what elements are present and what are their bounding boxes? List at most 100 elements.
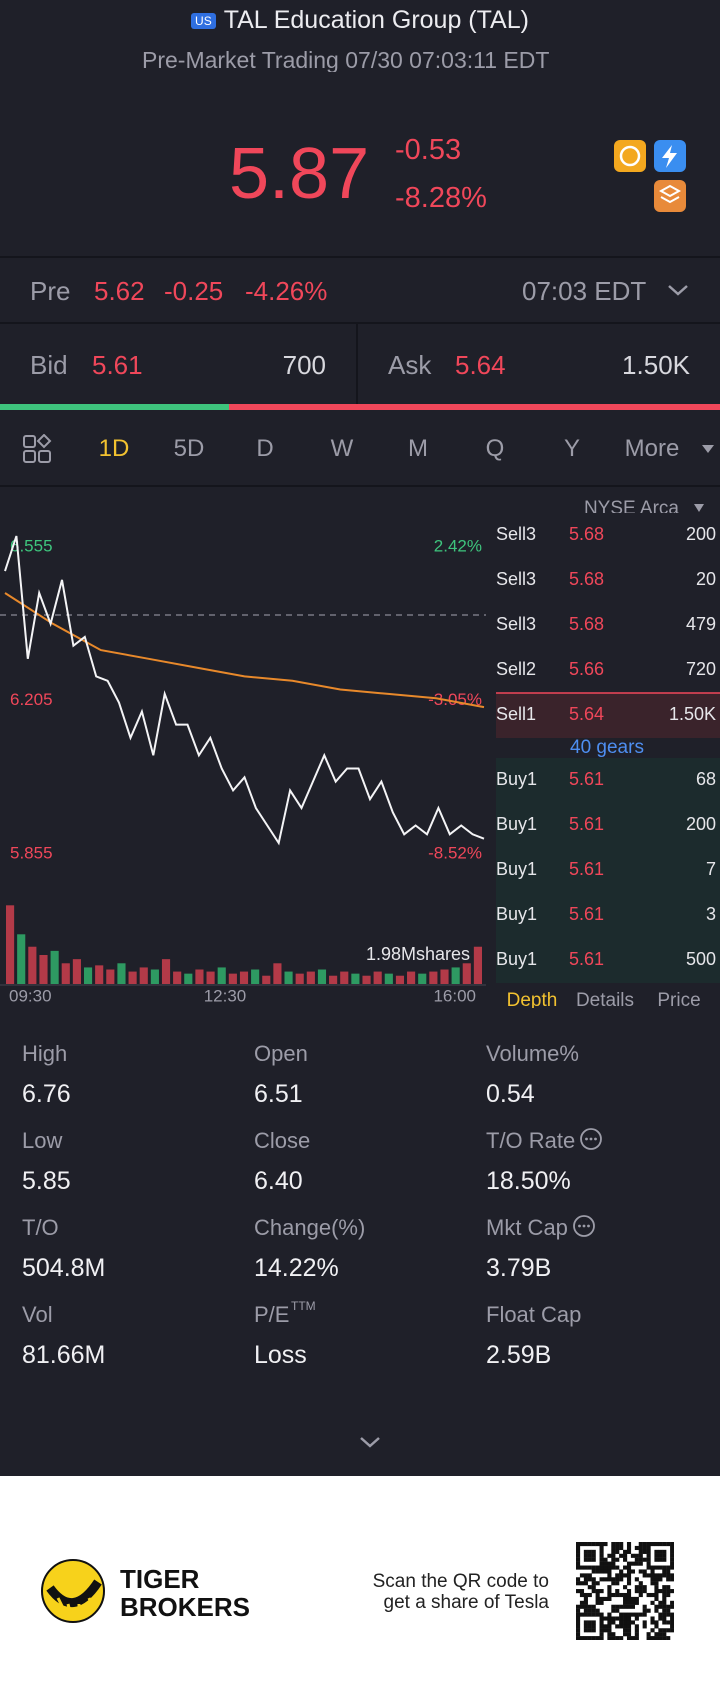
period-tab[interactable]: W xyxy=(330,435,354,462)
volume-bar xyxy=(184,973,193,984)
pct-label: 2.42% xyxy=(434,536,482,555)
qr-cell xyxy=(591,1542,596,1547)
qr-cell xyxy=(599,1616,604,1621)
period-tab[interactable]: Y xyxy=(563,435,580,462)
order-price: 5.61 xyxy=(569,859,604,879)
period-tab[interactable]: Q xyxy=(485,435,505,462)
qr-cell xyxy=(619,1616,624,1621)
x-tick-label: 12:30 xyxy=(204,986,247,1005)
order-row-bg xyxy=(496,513,720,558)
pre-time[interactable]: 07:03 EDT xyxy=(522,276,647,306)
order-label: Buy1 xyxy=(496,904,537,924)
period-tab[interactable]: 1D xyxy=(98,435,130,462)
qr-cell xyxy=(607,1565,612,1570)
qr-cell xyxy=(666,1628,671,1633)
flash-glyph xyxy=(662,145,677,168)
collapse-chevron[interactable] xyxy=(358,1434,382,1450)
qr-cell xyxy=(658,1577,663,1582)
period-tab[interactable]: D xyxy=(256,435,274,462)
qr-cell xyxy=(591,1608,596,1613)
qr-cell xyxy=(630,1620,635,1625)
stat-value: 3.79B xyxy=(486,1254,552,1282)
qr-cell xyxy=(603,1628,608,1633)
pre-change: -0.25 xyxy=(164,276,224,306)
qr-cell xyxy=(662,1553,667,1558)
order-row-bg xyxy=(496,758,720,803)
ask-size: 1.50K xyxy=(622,350,690,380)
order-tab[interactable]: Price xyxy=(657,990,700,1008)
qr-cell xyxy=(634,1545,639,1551)
qr-cell xyxy=(658,1616,663,1621)
order-row-bg xyxy=(496,558,720,603)
qr-cell xyxy=(662,1549,667,1554)
qr-cell xyxy=(587,1628,592,1633)
qr-cell xyxy=(607,1553,612,1558)
more-arrow[interactable] xyxy=(700,443,716,455)
qr-cell xyxy=(670,1620,674,1625)
qr-cell xyxy=(615,1557,620,1562)
qr-cell xyxy=(626,1592,632,1598)
coin-glyph xyxy=(619,145,641,167)
order-price: 5.68 xyxy=(569,614,604,634)
info-icon[interactable] xyxy=(579,1127,603,1151)
qr-cell xyxy=(607,1592,612,1598)
order-label: Buy1 xyxy=(496,769,537,789)
qr-cell xyxy=(638,1589,643,1594)
qr-cell xyxy=(595,1592,600,1598)
qr-cell xyxy=(583,1636,588,1640)
qr-cell xyxy=(646,1557,651,1562)
qr-cell xyxy=(619,1569,624,1574)
qr-cell xyxy=(634,1624,639,1629)
order-size: 479 xyxy=(686,614,716,634)
qr-cell xyxy=(630,1604,635,1609)
qr-cell xyxy=(607,1620,612,1625)
qr-cell xyxy=(666,1612,671,1617)
volume-bar xyxy=(228,973,237,984)
qr-cell xyxy=(607,1624,612,1629)
expand-chevron[interactable] xyxy=(666,282,690,298)
qr-cell xyxy=(623,1585,628,1590)
qr-cell xyxy=(615,1549,620,1554)
qr-cell xyxy=(626,1636,632,1640)
qr-cell xyxy=(591,1585,596,1590)
qr-cell xyxy=(619,1620,624,1625)
qr-cell xyxy=(583,1553,588,1558)
volume-bar xyxy=(440,969,449,984)
qr-cell xyxy=(638,1612,643,1617)
volume-bar xyxy=(50,950,59,984)
order-tab[interactable]: Depth xyxy=(507,990,558,1008)
layout-icon[interactable] xyxy=(22,434,52,464)
volume-bar xyxy=(61,963,70,984)
info-icon[interactable] xyxy=(572,1214,596,1238)
coin-icon xyxy=(614,140,646,172)
qr-cell xyxy=(634,1632,639,1637)
qr-cell xyxy=(615,1581,620,1586)
qr-cell xyxy=(642,1604,647,1609)
qr-cell xyxy=(638,1553,643,1558)
qr-cell xyxy=(654,1620,659,1625)
period-tab[interactable]: 5D xyxy=(173,435,205,462)
qr-cell xyxy=(634,1589,639,1594)
qr-cell xyxy=(623,1592,628,1598)
qr-cell xyxy=(579,1592,585,1598)
qr-cell xyxy=(670,1600,674,1605)
price-line xyxy=(4,535,485,846)
qr-cell xyxy=(595,1565,600,1570)
qr-cell xyxy=(599,1549,604,1554)
qr-cell xyxy=(623,1632,628,1637)
qr-cell xyxy=(630,1553,635,1558)
order-tab[interactable]: Details xyxy=(576,990,634,1008)
qr-cell xyxy=(646,1592,651,1598)
order-price: 5.66 xyxy=(569,659,604,679)
qr-cell xyxy=(583,1620,588,1625)
period-tab[interactable]: M xyxy=(408,435,428,462)
order-price: 5.68 xyxy=(569,524,604,544)
bid-share xyxy=(0,404,230,410)
stat-value: 5.85 xyxy=(22,1167,71,1195)
qr-cell xyxy=(642,1608,647,1613)
qr-cell xyxy=(583,1557,588,1562)
period-tab[interactable]: More xyxy=(624,435,680,462)
qr-cell xyxy=(626,1577,632,1582)
qr-cell xyxy=(626,1624,632,1629)
qr-cell xyxy=(611,1632,616,1637)
